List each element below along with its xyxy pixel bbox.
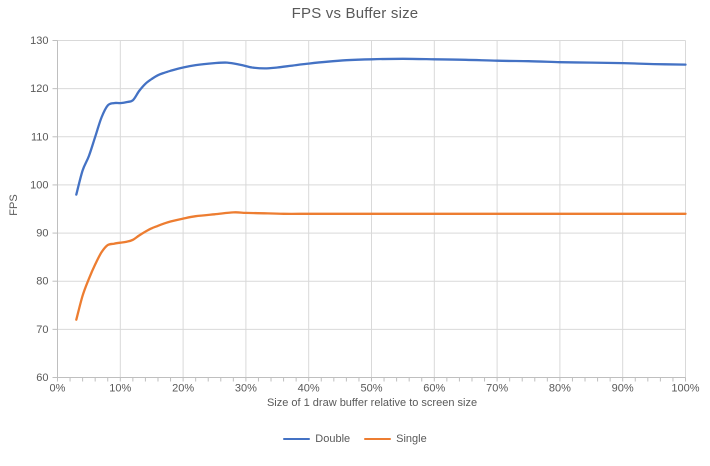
x-tick-label: 100% <box>671 383 699 395</box>
x-tick-label: 70% <box>486 383 508 395</box>
y-tick-label: 120 <box>30 83 48 95</box>
x-tick-label: 0% <box>50 383 66 395</box>
x-tick-label: 40% <box>298 383 320 395</box>
y-tick-label: 80 <box>36 276 48 288</box>
legend: Double Single <box>0 433 710 445</box>
y-tick-label: 70 <box>36 324 48 336</box>
x-tick-label: 90% <box>612 383 634 395</box>
single-line-swatch <box>364 437 392 441</box>
x-tick-label: 50% <box>360 383 382 395</box>
legend-label-double: Double <box>315 433 351 445</box>
series-line-double <box>75 57 687 196</box>
y-tick-label: 100 <box>30 179 48 191</box>
double-line-swatch <box>283 437 311 441</box>
chart-title: FPS vs Buffer size <box>291 5 419 22</box>
y-tick-label: 60 <box>36 372 48 384</box>
x-tick-label: 20% <box>172 383 194 395</box>
legend-item-single: Single <box>364 433 427 445</box>
legend-item-double: Double <box>283 433 350 445</box>
series-line-single <box>75 211 687 321</box>
x-tick-label: 80% <box>549 383 571 395</box>
legend-label-single: Single <box>396 433 427 445</box>
y-tick-label: 110 <box>31 131 49 143</box>
x-tick-label: 60% <box>423 383 445 395</box>
y-tick-label: 90 <box>36 228 48 240</box>
y-axis-title: FPS <box>8 194 20 216</box>
y-tick-label: 130 <box>30 35 48 47</box>
x-axis-title: Size of 1 draw buffer relative to screen… <box>266 397 478 409</box>
x-tick-label: 10% <box>109 383 131 395</box>
x-tick-label: 30% <box>235 383 257 395</box>
